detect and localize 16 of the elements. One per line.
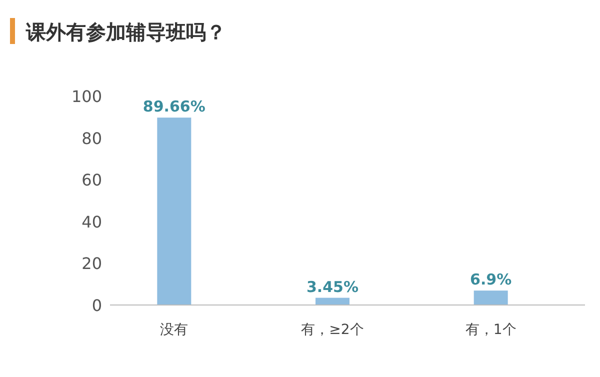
y-tick-label: 60 (82, 170, 102, 190)
y-tick-label: 80 (82, 128, 102, 148)
data-label: 89.66% (142, 98, 206, 116)
y-tick-label: 0 (92, 296, 102, 315)
data-label: 6.9% (470, 270, 512, 289)
y-tick-label: 40 (82, 212, 102, 232)
bar (474, 290, 508, 305)
y-tick-label: 20 (82, 254, 102, 274)
data-label: 3.45% (306, 278, 359, 296)
y-tick-label: 100 (71, 87, 102, 106)
x-tick-label: 有，≥2个 (301, 322, 364, 338)
chart-title: 课外有参加辅导班吗？ (25, 20, 226, 44)
bar (157, 118, 192, 305)
bar (316, 298, 350, 305)
x-tick-label: 没有 (160, 322, 188, 338)
x-tick-label: 有，1个 (465, 322, 516, 338)
